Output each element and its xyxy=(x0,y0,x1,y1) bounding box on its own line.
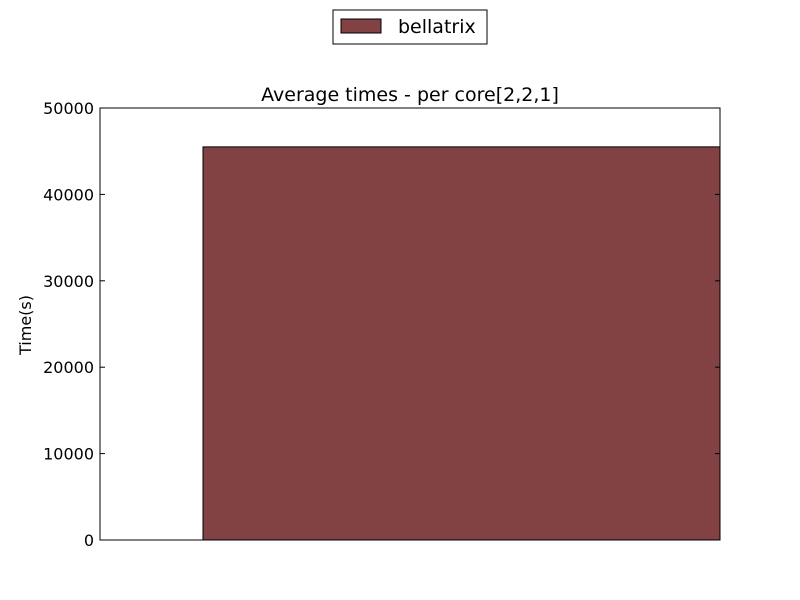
legend: bellatrix xyxy=(332,9,488,45)
y-ticks-group: 0 10000 20000 30000 40000 50000 xyxy=(43,99,720,550)
plot-frame xyxy=(99,107,721,541)
bars-group xyxy=(202,146,721,541)
chart-title: Average times - per core[2,2,1] xyxy=(261,84,559,106)
legend-swatch-bellatrix xyxy=(340,18,382,34)
y-tick-label: 10000 xyxy=(43,445,94,464)
y-tick-label: 30000 xyxy=(43,272,94,291)
y-axis-label: Time(s) xyxy=(16,295,35,356)
y-tick-label: 50000 xyxy=(43,99,94,118)
y-tick-label: 20000 xyxy=(43,358,94,377)
bar-bellatrix xyxy=(202,146,721,541)
y-tick-label: 40000 xyxy=(43,185,94,204)
legend-label-bellatrix: bellatrix xyxy=(398,16,476,38)
y-tick-label: 0 xyxy=(84,531,94,550)
